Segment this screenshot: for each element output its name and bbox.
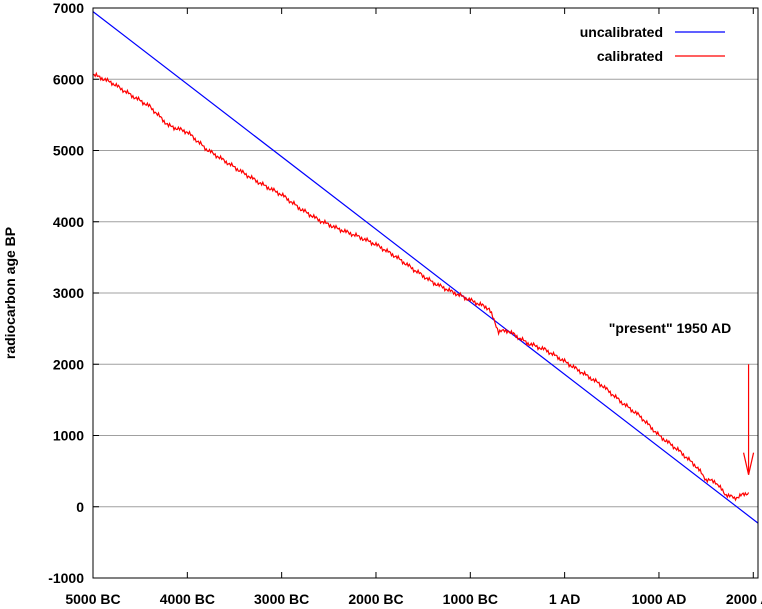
present-annotation: "present" 1950 AD xyxy=(609,320,755,475)
x-tick-label: 2000 AD xyxy=(726,591,762,607)
annotation-arrowhead xyxy=(742,452,755,475)
y-tick-label: 4000 xyxy=(53,214,84,230)
x-tick-label: 2000 BC xyxy=(348,591,403,607)
x-tick-label: 1000 AD xyxy=(632,591,687,607)
axis-tick-labels: -1000 0 1000 2000 3000 4000 5000 6000 7000 5000 B… xyxy=(48,0,762,607)
x-tick-label: 4000 BC xyxy=(160,591,215,607)
legend: uncalibrated calibrated xyxy=(580,24,725,64)
series-lines xyxy=(92,11,759,524)
legend-label-calibrated: calibrated xyxy=(597,48,663,64)
series-line-uncalibrated xyxy=(92,11,759,524)
axis-ticks xyxy=(92,7,754,579)
y-axis-title: radiocarbon age BP xyxy=(2,227,18,359)
y-tick-label: -1000 xyxy=(48,570,84,586)
y-tick-label: 5000 xyxy=(53,143,84,159)
grid-lines xyxy=(93,78,758,508)
y-tick-label: 7000 xyxy=(53,0,84,16)
x-tick-label: 1000 BC xyxy=(443,591,498,607)
series-line-calibrated xyxy=(92,71,750,502)
y-tick-label: 3000 xyxy=(53,285,84,301)
y-tick-label: 1000 xyxy=(53,428,84,444)
legend-label-uncalibrated: uncalibrated xyxy=(580,24,663,40)
x-tick-label: 3000 BC xyxy=(254,591,309,607)
x-tick-label: 1 AD xyxy=(549,591,580,607)
annotation-label: "present" 1950 AD xyxy=(609,320,731,336)
x-tick-label: 5000 BC xyxy=(65,591,120,607)
y-tick-label: 2000 xyxy=(53,356,84,372)
y-tick-label: 0 xyxy=(76,499,84,515)
y-tick-label: 6000 xyxy=(53,71,84,87)
